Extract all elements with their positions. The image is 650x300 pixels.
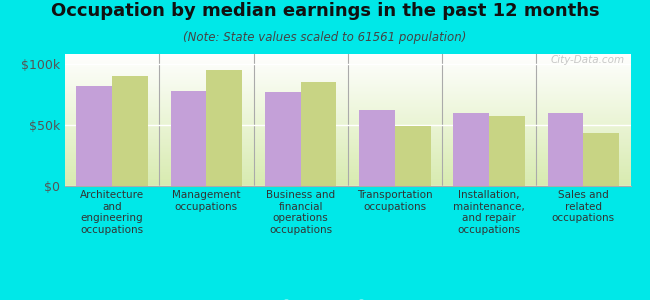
Bar xyxy=(170,91,207,186)
Bar xyxy=(547,113,583,186)
Bar xyxy=(300,82,337,186)
Bar xyxy=(489,116,525,186)
Text: Occupation by median earnings in the past 12 months: Occupation by median earnings in the pas… xyxy=(51,2,599,20)
Bar xyxy=(265,92,300,186)
Bar xyxy=(584,134,619,186)
Bar xyxy=(112,76,148,186)
Bar xyxy=(395,126,431,186)
Text: City-Data.com: City-Data.com xyxy=(551,55,625,65)
Bar xyxy=(76,86,112,186)
Bar xyxy=(359,110,395,186)
Bar xyxy=(207,70,242,186)
Legend: 61561, Illinois: 61561, Illinois xyxy=(275,296,421,300)
Bar xyxy=(453,113,489,186)
Text: (Note: State values scaled to 61561 population): (Note: State values scaled to 61561 popu… xyxy=(183,32,467,44)
